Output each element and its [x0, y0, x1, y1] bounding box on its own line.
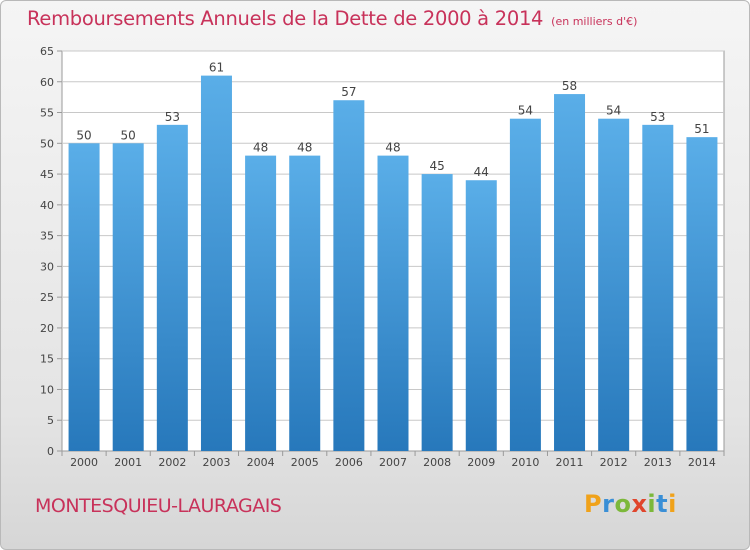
data-label: 50 — [76, 128, 91, 142]
bar — [465, 180, 497, 451]
bar — [642, 124, 674, 451]
bar — [598, 118, 630, 451]
bar — [421, 174, 453, 452]
bars — [68, 75, 718, 452]
data-label: 51 — [694, 122, 709, 136]
bar — [333, 100, 365, 451]
data-label: 48 — [297, 141, 312, 155]
y-tick-label: 0 — [47, 445, 54, 458]
data-label: 50 — [121, 128, 136, 142]
data-label: 48 — [253, 141, 268, 155]
x-tick-label: 2012 — [600, 456, 628, 469]
bar — [377, 155, 409, 451]
y-tick-label: 15 — [40, 353, 54, 366]
bar — [156, 124, 188, 451]
x-tick-label: 2000 — [70, 456, 98, 469]
y-tick-label: 50 — [40, 137, 54, 150]
x-tick-label: 2008 — [423, 456, 451, 469]
data-label: 45 — [429, 159, 444, 173]
data-label: 53 — [165, 110, 180, 124]
data-label: 61 — [209, 61, 224, 75]
bar — [289, 155, 321, 451]
place-name: MONTESQUIEU-LAURAGAIS — [35, 495, 282, 517]
bar — [245, 155, 277, 451]
x-axis-ticks: 2000 2001 2002 2003 2004 2005 2006 2007 2008 2009… — [61, 451, 725, 469]
x-tick-label: 2009 — [467, 456, 495, 469]
y-tick-label: 20 — [40, 322, 54, 335]
bar — [68, 143, 100, 452]
data-label: 54 — [606, 104, 621, 118]
x-tick-label: 2010 — [511, 456, 539, 469]
x-tick-label: 2013 — [644, 456, 672, 469]
y-tick-label: 45 — [40, 168, 54, 181]
x-tick-label: 2014 — [688, 456, 716, 469]
bar — [200, 75, 232, 451]
bar — [686, 137, 718, 451]
data-label: 53 — [650, 110, 665, 124]
y-tick-label: 40 — [40, 199, 54, 212]
bar — [554, 94, 586, 452]
data-label: 57 — [341, 85, 356, 99]
y-tick-label: 65 — [40, 45, 54, 58]
chart-title: Remboursements Annuels de la Dette de 20… — [27, 7, 544, 30]
data-label: 44 — [474, 165, 489, 179]
data-label: 48 — [385, 141, 400, 155]
y-tick-label: 10 — [40, 383, 54, 396]
y-axis-ticks: 0 5 10 15 20 25 30 35 40 45 50 55 60 65 — [40, 45, 62, 458]
x-tick-label: 2007 — [379, 456, 407, 469]
y-tick-label: 5 — [47, 414, 54, 427]
x-tick-label: 2001 — [114, 456, 142, 469]
y-tick-label: 60 — [40, 76, 54, 89]
y-tick-label: 25 — [40, 291, 54, 304]
y-tick-label: 30 — [40, 260, 54, 273]
bar — [112, 143, 144, 452]
y-tick-label: 35 — [40, 230, 54, 243]
x-tick-label: 2006 — [335, 456, 363, 469]
x-tick-label: 2003 — [202, 456, 230, 469]
y-tick-label: 55 — [40, 107, 54, 120]
data-label: 58 — [562, 79, 577, 93]
x-tick-label: 2011 — [556, 456, 584, 469]
title-line: Remboursements Annuels de la Dette de 20… — [27, 7, 637, 30]
x-tick-label: 2005 — [291, 456, 319, 469]
data-labels: 50 50 53 61 48 48 57 48 45 44 54 58 54 53 51 — [76, 61, 709, 180]
x-tick-label: 2004 — [247, 456, 275, 469]
chart-subtitle: (en milliers d'€) — [551, 15, 638, 28]
proxiti-logo: Proxiti — [584, 490, 677, 518]
bar — [509, 118, 541, 451]
x-tick-label: 2002 — [158, 456, 186, 469]
data-label: 54 — [518, 104, 533, 118]
